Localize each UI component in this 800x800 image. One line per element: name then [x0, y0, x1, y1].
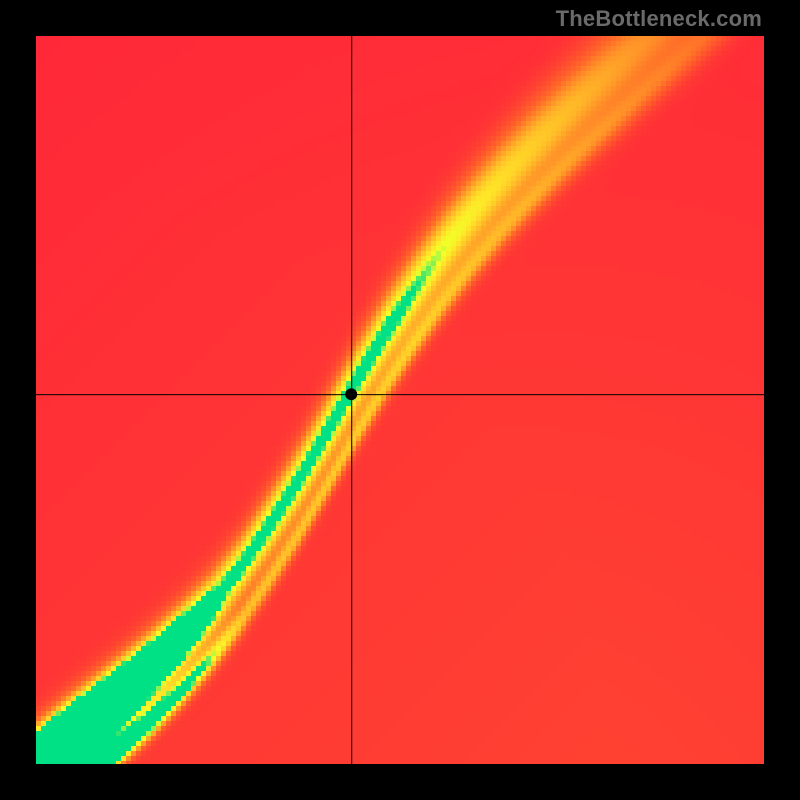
watermark-text: TheBottleneck.com: [556, 6, 762, 32]
border-right: [764, 0, 800, 800]
border-left: [0, 0, 36, 800]
heatmap-canvas: [36, 36, 764, 764]
heatmap-plot: [36, 36, 764, 764]
border-bottom: [0, 764, 800, 800]
